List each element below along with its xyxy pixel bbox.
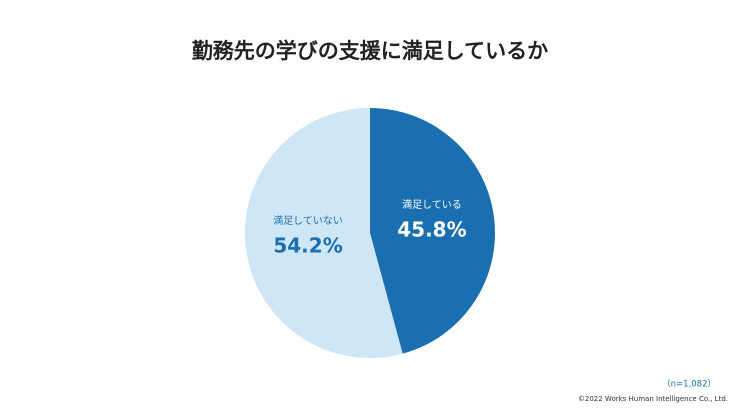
chart-title: 勤務先の学びの支援に満足しているか xyxy=(192,39,548,63)
value-label: 45.8% xyxy=(397,217,466,241)
sample-size: （n=1,082） xyxy=(662,379,716,390)
value-label: 54.2% xyxy=(273,234,342,258)
pie-slice xyxy=(244,108,403,358)
slice-label: 満足している xyxy=(402,199,462,211)
slice-label: 満足していない xyxy=(273,215,343,227)
copyright: ©2022 Works Human Intelligence Co., Ltd. xyxy=(578,395,728,403)
pie-slice xyxy=(370,108,495,354)
